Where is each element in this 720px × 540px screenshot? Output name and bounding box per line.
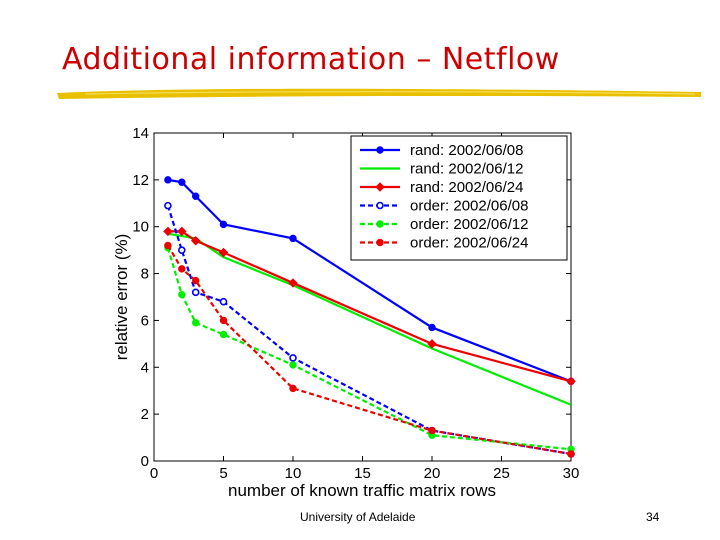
underline-brush-stroke (57, 88, 701, 99)
data-point (289, 361, 297, 369)
series-6 (164, 241, 575, 458)
data-point (219, 297, 228, 306)
data-point (428, 323, 436, 332)
data-point (376, 238, 384, 247)
y-tick-label: 10 (132, 219, 149, 236)
data-point (219, 316, 228, 325)
data-point (192, 192, 200, 200)
data-point (566, 376, 576, 387)
y-axis-label: relative error (%) (112, 234, 131, 361)
data-point (375, 182, 385, 192)
line-chart: 0 5 10 15 20 25 30 0 2 4 6 8 10 12 14 number of known … (112, 125, 580, 500)
data-point (289, 354, 297, 362)
legend-box (350, 135, 568, 261)
data-point (376, 220, 384, 228)
data-point (289, 234, 297, 243)
data-point (178, 178, 186, 186)
y-tick-label: 2 (141, 406, 149, 423)
y-tick-label: 4 (141, 359, 149, 376)
legend-label: order: 2002/06/08 (410, 198, 528, 215)
legend-label: rand: 2002/06/24 (410, 179, 523, 196)
data-point (289, 384, 297, 393)
page-number: 34 (646, 510, 660, 524)
data-point (190, 236, 201, 246)
data-point (288, 278, 298, 288)
x-tick-label: 5 (219, 465, 227, 482)
data-point (192, 319, 200, 327)
series-3 (163, 226, 576, 387)
data-point (567, 450, 575, 458)
data-point (219, 330, 228, 339)
legend-label: order: 2002/06/12 (410, 216, 528, 233)
data-point (376, 146, 384, 154)
title-underline (57, 88, 701, 99)
y-tick-label: 14 (132, 125, 149, 142)
data-point (219, 220, 228, 229)
x-tick-label: 25 (493, 465, 510, 482)
data-point (177, 226, 187, 237)
data-point (178, 290, 186, 299)
data-point (178, 265, 186, 273)
data-point (164, 176, 172, 184)
data-point (428, 426, 436, 435)
data-point (163, 226, 173, 237)
data-point (164, 241, 172, 250)
data-point (427, 339, 437, 349)
data-point (164, 201, 172, 210)
legend-label: rand: 2002/06/12 (410, 161, 523, 178)
data-point (178, 246, 186, 254)
x-tick-label: 10 (285, 465, 302, 482)
x-tick-label: 0 (150, 465, 158, 482)
data-point (376, 201, 384, 210)
x-tick-label: 20 (424, 465, 441, 482)
y-tick-label: 0 (141, 453, 149, 470)
series-layer (163, 176, 576, 458)
footer-affiliation: University of Adelaide (300, 510, 416, 524)
y-tick-label: 12 (132, 172, 149, 189)
series-5 (164, 244, 575, 453)
x-tick-label: 30 (563, 465, 580, 482)
y-tick-label: 6 (141, 312, 149, 329)
x-tick-label: 15 (354, 465, 371, 482)
legend-label: order: 2002/06/24 (410, 235, 528, 252)
legend-label: rand: 2002/06/08 (410, 142, 523, 159)
x-axis-label: number of known traffic matrix rows (228, 481, 496, 500)
data-point (218, 247, 229, 258)
slide-title: Additional information – Netflow (62, 42, 560, 77)
underline-brush-highlight (84, 91, 696, 95)
data-point (191, 288, 200, 297)
data-point (192, 276, 200, 285)
y-tick-label: 8 (141, 266, 149, 283)
